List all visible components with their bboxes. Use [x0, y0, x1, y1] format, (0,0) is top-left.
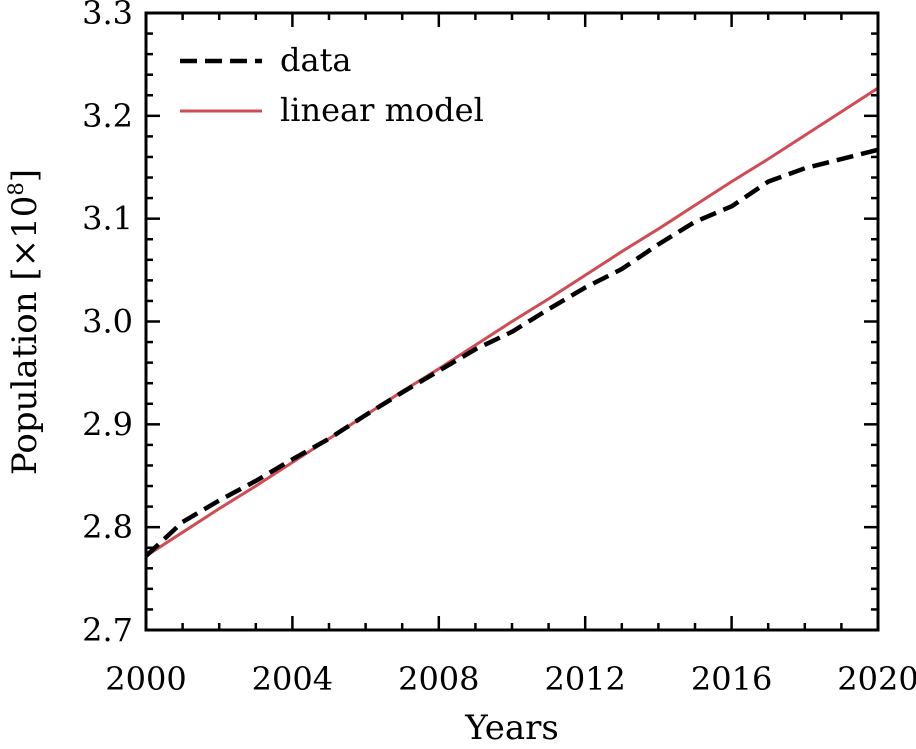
legend-label-data: data: [280, 41, 352, 79]
series-line-data: [144, 147, 879, 558]
legend: data linear model: [180, 41, 484, 129]
x-tick-label: 2012: [544, 660, 625, 698]
x-tick-label: 2008: [398, 660, 479, 698]
tick-labels-layer: 2000 2004 2008 2012 2016 2020 2.7 2.8 2.9 3.0 3.1 3…: [82, 0, 916, 698]
y-tick-label: 3.1: [82, 200, 133, 238]
x-tick-label: 2020: [837, 660, 916, 698]
x-axis-label: Years: [464, 708, 559, 748]
y-axis-label-main: Population [×10: [5, 196, 45, 476]
y-tick-label: 2.8: [82, 508, 133, 546]
y-axis-label-exponent: 8: [4, 182, 28, 195]
x-tick-label: 2016: [691, 660, 772, 698]
y-tick-label: 3.0: [82, 303, 133, 341]
series-line-linear-model: [145, 86, 879, 558]
y-tick-label: 2.9: [82, 405, 133, 443]
x-tick-label: 2000: [105, 660, 186, 698]
series-layer: [144, 86, 879, 558]
y-tick-label: 3.2: [82, 97, 133, 135]
y-axis-label-suffix: ]: [5, 169, 45, 182]
legend-label-linear-model: linear model: [280, 91, 484, 129]
y-tick-label: 2.7: [82, 611, 133, 649]
y-tick-label: 3.3: [82, 0, 133, 32]
y-axis-label: Population [×108]: [4, 169, 45, 475]
plot-frame: [144, 11, 880, 632]
x-tick-label: 2004: [252, 660, 333, 698]
